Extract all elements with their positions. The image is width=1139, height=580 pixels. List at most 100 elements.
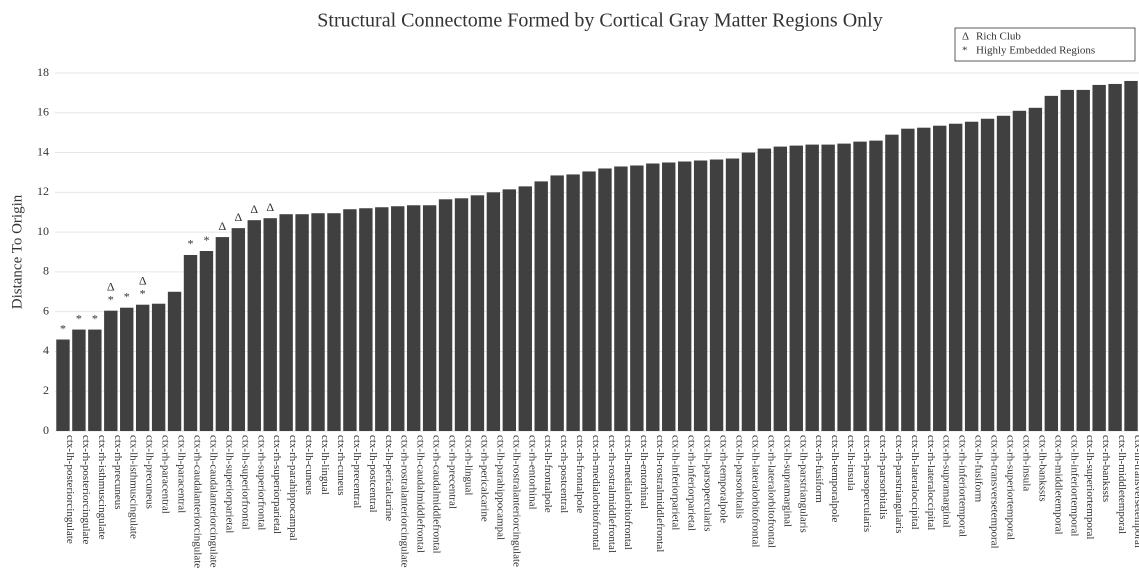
x-tick-label: ctx-rh-superiorparietal xyxy=(271,435,283,534)
bar-annotation: * xyxy=(188,237,194,251)
y-tick-label: 6 xyxy=(43,303,49,317)
bar xyxy=(215,237,230,431)
bar xyxy=(693,160,708,431)
bar xyxy=(630,165,644,431)
bar xyxy=(725,158,740,431)
bar xyxy=(454,198,469,431)
legend-box xyxy=(954,27,1136,62)
x-tick-label: ctx-rh-cuneus xyxy=(335,435,347,495)
bar xyxy=(279,214,293,431)
legend-label: Highly Embedded Regions xyxy=(976,45,1095,57)
bar xyxy=(502,189,517,431)
x-tick-label: ctx-lh-caudalmiddlefrontal xyxy=(415,435,427,553)
bar xyxy=(566,174,580,431)
bar-annotation: * xyxy=(76,311,82,325)
x-tick-label: ctx-lh-temporalpole xyxy=(829,435,841,522)
bar xyxy=(1012,110,1027,432)
x-tick-label: ctx-rh-pericalcarine xyxy=(478,435,490,522)
bar xyxy=(375,207,389,431)
bar-annotation: Δ xyxy=(219,219,227,233)
y-tick-label: 2 xyxy=(43,383,49,397)
bar xyxy=(757,148,772,432)
x-tick-label: ctx-rh-isthmuscingulate xyxy=(96,435,108,540)
bar xyxy=(183,254,198,431)
x-tick-label: ctx-lh-precuneus xyxy=(144,435,156,509)
bar xyxy=(1076,89,1090,432)
x-tick-label: ctx-lh-pericalcarine xyxy=(383,435,395,521)
x-tick-label: ctx-rh-frontalpole xyxy=(574,435,586,513)
bar-annotation: * xyxy=(203,233,209,247)
x-tick-label: ctx-lh-parstriangularis xyxy=(797,435,809,533)
bar xyxy=(598,168,612,431)
bar xyxy=(104,310,118,431)
bar xyxy=(1108,83,1122,431)
bar xyxy=(311,213,325,431)
bar xyxy=(996,115,1011,431)
x-tick-label: ctx-lh-fusiform xyxy=(973,435,985,503)
x-tick-label: ctx-rh-insula xyxy=(1020,435,1032,491)
bar xyxy=(56,339,70,431)
x-tick-label: ctx-lh-parahippocampal xyxy=(494,435,506,540)
x-tick-label: ctx-rh-middletemporal xyxy=(1052,435,1064,535)
bar xyxy=(231,228,246,431)
bar xyxy=(550,175,564,431)
x-tick-label: ctx-rh-parsopercularis xyxy=(861,435,873,532)
bar xyxy=(359,208,373,431)
x-tick-label: ctx-lh-inferiortemporal xyxy=(1068,435,1080,536)
bar xyxy=(646,163,660,431)
bar xyxy=(422,205,437,431)
bar-annotation: Δ xyxy=(139,273,147,287)
bar xyxy=(773,146,788,432)
bar xyxy=(1044,95,1059,431)
bar xyxy=(1092,84,1106,431)
x-tick-label: ctx-rh-precentral xyxy=(447,435,459,509)
bar xyxy=(406,205,421,431)
x-tick-label: ctx-rh-inferiorparietal xyxy=(686,435,698,531)
bar xyxy=(805,144,819,431)
bar xyxy=(917,127,931,431)
x-tick-label: ctx-lh-postcentral xyxy=(367,435,379,513)
x-tick-label: ctx-rh-paracentral xyxy=(160,435,172,514)
x-tick-label: ctx-rh-transversetemporal xyxy=(989,435,1001,549)
bar-annotation: * xyxy=(108,292,114,306)
bar xyxy=(343,209,357,431)
bar-annotation: * xyxy=(140,286,146,300)
x-tick-label: ctx-lh-lateraloccipital xyxy=(909,435,921,530)
x-tick-label: ctx-rh-supramarginal xyxy=(941,435,953,528)
x-tick-label: ctx-lh-lingual xyxy=(319,435,331,495)
bar-annotation: Δ xyxy=(107,279,115,293)
bar-annotation: * xyxy=(124,289,130,303)
bar xyxy=(789,145,803,431)
x-tick-label: ctx-lh-insula xyxy=(845,435,857,491)
bar xyxy=(391,206,405,431)
x-tick-label: ctx-lh-rostralanteriorcingulate xyxy=(510,435,522,567)
bar xyxy=(821,144,835,431)
bar xyxy=(470,195,485,431)
legend-symbol: Δ xyxy=(962,31,969,43)
bar xyxy=(741,152,756,432)
bar-annotation: Δ xyxy=(234,210,242,224)
y-tick-label: 0 xyxy=(43,423,49,437)
chart-title: Structural Connectome Formed by Cortical… xyxy=(317,10,882,32)
bar xyxy=(853,141,867,431)
x-tick-label: ctx-rh-precuneus xyxy=(112,435,124,510)
x-tick-label: ctx-lh-medialorbitofrontal xyxy=(622,435,634,550)
bar xyxy=(1028,107,1043,432)
bar xyxy=(135,304,150,431)
x-tick-label: ctx-lh-superiorparietal xyxy=(223,435,235,533)
x-tick-label: ctx-lh-parsopercularis xyxy=(702,435,714,532)
bar xyxy=(151,303,166,431)
x-tick-label: ctx-lh-transversetemporal xyxy=(1132,435,1139,548)
bar-annotation: * xyxy=(60,321,66,335)
x-tick-label: ctx-rh-lateralorbitofrontal xyxy=(765,435,777,548)
x-tick-label: ctx-rh-rostralmiddlefrontal xyxy=(606,435,618,553)
y-axis-label: Distance To Origin xyxy=(9,194,25,309)
x-tick-label: ctx-lh-paracentral xyxy=(176,435,188,513)
x-tick-label: ctx-rh-bankssts xyxy=(1100,435,1112,502)
bar xyxy=(964,121,979,431)
x-tick-label: ctx-lh-precentral xyxy=(351,435,363,508)
x-tick-label: ctx-rh-caudalanteriorcingulate xyxy=(192,435,204,568)
bar xyxy=(582,171,596,431)
y-tick-label: 10 xyxy=(37,224,49,238)
